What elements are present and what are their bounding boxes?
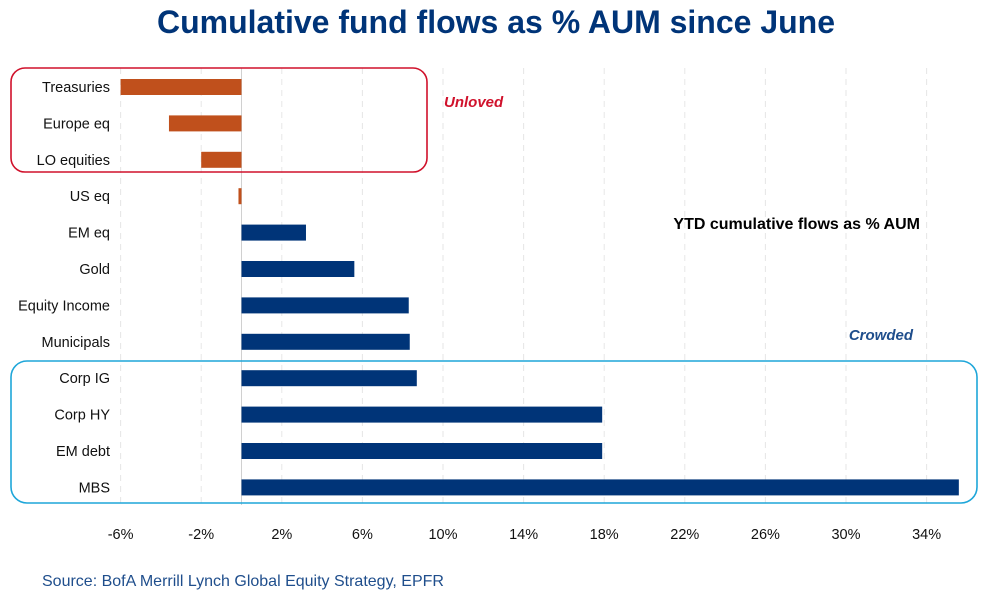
category-label: Europe eq — [43, 116, 110, 132]
bar-mbs — [241, 479, 959, 496]
unloved-annotation: Unloved — [444, 94, 504, 111]
category-label: MBS — [79, 480, 110, 496]
x-tick-label: -2% — [188, 527, 214, 543]
bar-em-eq — [241, 224, 306, 241]
bar-equity-income — [241, 297, 409, 314]
unloved-highlight-box — [10, 67, 428, 173]
bar-municipals — [241, 333, 410, 350]
bar-treasuries — [120, 79, 242, 95]
category-label: US eq — [70, 189, 110, 205]
bar-em-debt — [241, 443, 603, 459]
bar-us-eq — [238, 188, 242, 205]
category-label: EM debt — [56, 444, 110, 460]
x-tick-label: 18% — [590, 527, 619, 543]
crowded-highlight-box — [10, 360, 978, 504]
x-tick-label: 6% — [352, 527, 373, 543]
category-label: Municipals — [42, 335, 111, 351]
gridlines — [120, 68, 928, 505]
bar-europe-eq — [168, 115, 242, 132]
bars — [120, 79, 959, 496]
chart-title: Cumulative fund flows as % AUM since Jun… — [156, 4, 836, 40]
category-labels: Treasuries Europe eq LO equities US eq EM eq… — [18, 80, 110, 496]
x-tick-label: 34% — [912, 527, 941, 543]
bar-lo-equities — [201, 151, 242, 168]
category-label: EM eq — [68, 226, 110, 242]
category-label: Gold — [79, 262, 110, 278]
category-label: Equity Income — [18, 298, 110, 314]
x-tick-label: 26% — [751, 527, 780, 543]
category-label: Treasuries — [42, 80, 110, 96]
ytd-annotation: YTD cumulative flows as % AUM — [673, 216, 920, 233]
x-tick-label: 22% — [670, 527, 699, 543]
x-tick-label: 10% — [428, 527, 457, 543]
x-tick-label: 30% — [831, 527, 860, 543]
x-tick-label: 2% — [271, 527, 292, 543]
category-label: Corp IG — [59, 371, 110, 387]
category-label: Corp HY — [54, 408, 110, 424]
source-note: Source: BofA Merrill Lynch Global Equity… — [42, 573, 444, 590]
bar-corp-ig — [241, 370, 417, 387]
bar-corp-hy — [241, 406, 603, 423]
crowded-annotation: Crowded — [849, 327, 914, 344]
x-tick-label: -6% — [108, 527, 134, 543]
x-tick-label: 14% — [509, 527, 538, 543]
x-tick-labels: -6% -2% 2% 6% 10% 14% 18% 22% 26% 30% 34% — [108, 527, 942, 543]
category-label: LO equities — [37, 153, 110, 169]
bar-gold — [241, 261, 355, 277]
